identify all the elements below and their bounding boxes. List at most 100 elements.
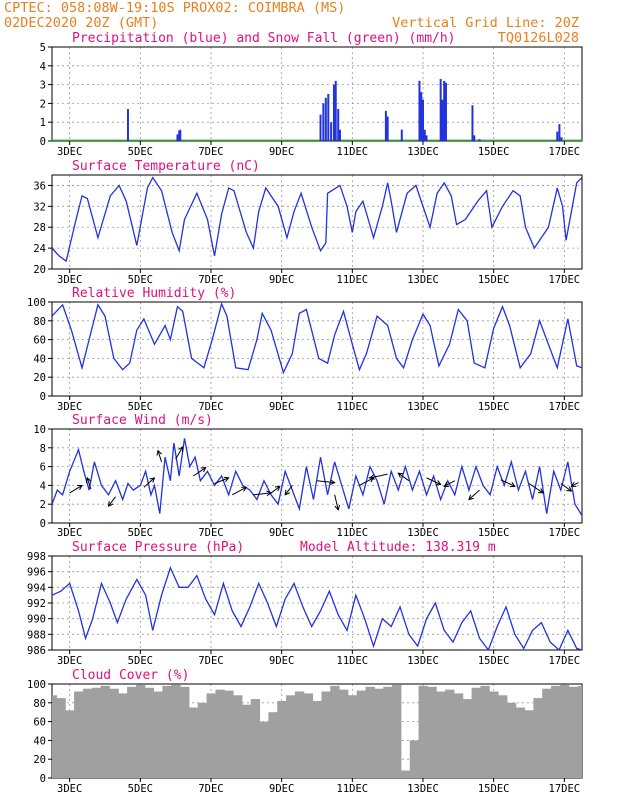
cloud-bar <box>162 685 172 778</box>
cloud-bar <box>286 695 296 778</box>
wind-arrow <box>253 492 272 496</box>
wind-arrow <box>369 473 388 479</box>
cloud-bar <box>250 699 261 778</box>
cloud-bar <box>82 688 93 778</box>
cloud-bar <box>436 691 446 778</box>
pres-xtick-label: 11DEC <box>337 655 369 667</box>
cloud-bar <box>321 691 331 778</box>
precip-bar <box>384 110 387 141</box>
cloud-bar <box>506 702 517 778</box>
wind-arrow <box>108 496 116 507</box>
temp-ytick-label: 20 <box>33 264 46 276</box>
wind-arrow <box>316 480 335 484</box>
cloud-bar <box>427 686 437 778</box>
cloud-bar <box>56 698 66 778</box>
temp-xtick-label: 11DEC <box>337 274 369 286</box>
wind-arrow-head <box>368 474 375 480</box>
rh-xtick-label: 7DEC <box>198 401 223 413</box>
wind-arrow-head <box>538 488 545 494</box>
cloud-bar <box>312 700 322 778</box>
cloud-bar <box>197 702 208 778</box>
rh-xtick-label: 9DEC <box>269 401 294 413</box>
cloud-ytick-label: 60 <box>33 717 46 729</box>
wind-xtick-label: 17DEC <box>549 527 581 539</box>
pres-ytick-label: 996 <box>27 567 46 579</box>
pres-annotation: Model Altitude: 138.319 m <box>300 540 496 555</box>
precip-bar <box>338 129 341 141</box>
precip-bar <box>386 116 389 141</box>
cloud-bar <box>568 686 579 778</box>
cloud-bar <box>383 686 393 778</box>
precip-bar <box>441 99 444 141</box>
wind-arrow <box>231 486 247 496</box>
cloud-bar <box>347 695 358 778</box>
wind-xtick-label: 9DEC <box>269 527 294 539</box>
precip-ytick-label: 3 <box>40 80 46 92</box>
wind-title: Surface Wind (m/s) <box>72 413 213 428</box>
wind-line <box>52 438 582 516</box>
cloud-bar <box>52 695 57 778</box>
precip-bar <box>471 105 474 141</box>
temp-xtick-label: 3DEC <box>57 274 82 286</box>
pres-ytick-label: 988 <box>27 629 46 641</box>
temp-title: Surface Temperature (nC) <box>72 159 260 174</box>
cloud-bar <box>118 693 128 778</box>
wind-arrow-head <box>107 501 114 507</box>
wind-xtick-label: 5DEC <box>128 527 153 539</box>
temp-ytick-label: 32 <box>33 201 46 213</box>
wind-arrow <box>397 472 410 482</box>
cloud-bar <box>551 685 561 778</box>
wind-ytick-label: 6 <box>40 462 46 474</box>
wind-plot <box>52 438 582 516</box>
cloud-xtick-label: 7DEC <box>198 783 223 795</box>
temp-ytick-label: 36 <box>33 180 46 192</box>
wind-ytick-label: 10 <box>33 424 46 436</box>
wind-xtick-label: 3DEC <box>57 527 82 539</box>
precip-bar <box>560 137 563 141</box>
rh-xtick-label: 11DEC <box>337 401 369 413</box>
wind-arrow <box>560 483 572 492</box>
precip-bar <box>176 134 179 141</box>
pres-title: Surface Pressure (hPa) <box>72 540 244 555</box>
precip-bar <box>178 130 181 141</box>
rh-panel: Relative Humidity (%) 0 20 40 60 80 100 3DEC 5DE… <box>27 286 583 413</box>
temp-ytick-label: 24 <box>33 243 46 255</box>
cloud-bar <box>144 687 155 778</box>
cloud-bar <box>542 688 552 778</box>
precip-xtick-label: 11DEC <box>337 146 369 158</box>
precip-bar <box>418 80 421 141</box>
cloud-bar <box>418 685 428 778</box>
cloud-bar <box>409 740 420 778</box>
precip-bar <box>478 139 481 141</box>
cloud-bar <box>277 700 287 778</box>
wind-arrow-head <box>200 466 207 473</box>
precip-bar <box>473 135 476 141</box>
rh-ytick-label: 40 <box>33 353 46 365</box>
temp-plot <box>52 176 582 263</box>
precip-bar <box>444 82 447 141</box>
cloud-bar <box>100 685 110 778</box>
header-grid-note: Vertical Grid Line: 20Z <box>392 15 579 31</box>
precip-ytick-label: 4 <box>40 61 46 73</box>
precip-bar <box>330 122 333 141</box>
wind-arrow-head <box>509 482 516 488</box>
wind-arrow-head <box>149 477 156 483</box>
cloud-xtick-label: 11DEC <box>337 783 369 795</box>
pres-line <box>52 565 582 650</box>
wind-arrow <box>86 477 92 490</box>
precip-xtick-label: 15DEC <box>478 146 510 158</box>
wind-arrow-head <box>77 484 83 490</box>
cloud-ytick-label: 100 <box>27 679 46 691</box>
precip-bar <box>422 99 424 141</box>
cloud-bar <box>559 684 570 778</box>
precip-ytick-label: 5 <box>40 42 46 54</box>
cloud-bar <box>91 687 102 778</box>
cloud-bar <box>489 691 499 778</box>
precip-bar <box>556 131 559 141</box>
rh-frame <box>51 301 583 397</box>
cloud-bar <box>356 690 367 778</box>
cloud-bar <box>233 695 243 778</box>
wind-arrow-head <box>284 489 290 496</box>
precip-bar <box>439 78 442 141</box>
wind-ytick-label: 8 <box>40 443 46 455</box>
